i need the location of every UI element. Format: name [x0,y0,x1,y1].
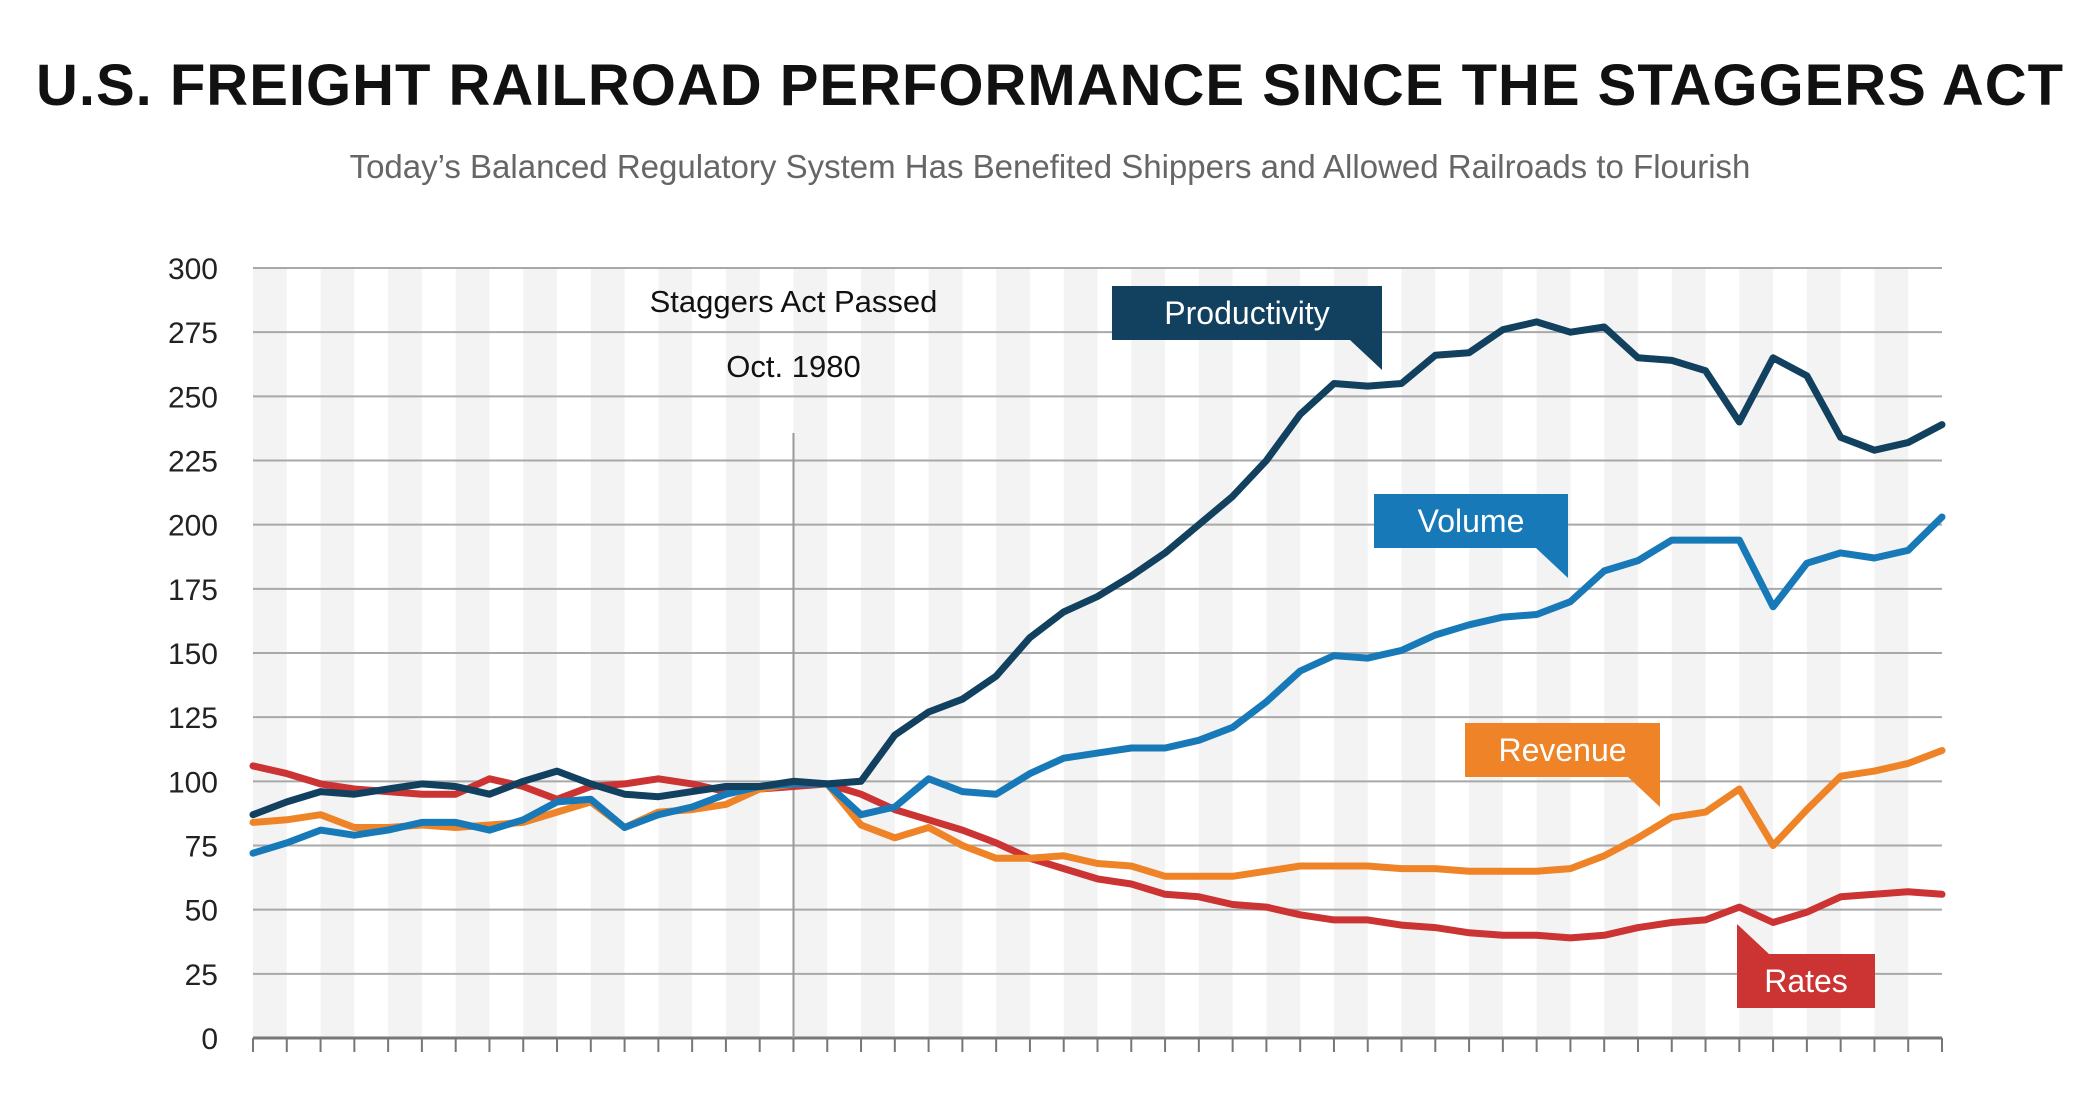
rates-line [249,762,1946,942]
chart-title: U.S. FREIGHT RAILROAD PERFORMANCE SINCE … [35,53,2065,118]
rates-callout: Rates [1737,924,1875,1008]
y-tick-label: 25 [185,959,218,992]
volume-callout-box [1374,494,1568,578]
revenue-callout-box [1465,723,1660,807]
y-tick-label: 250 [168,381,218,414]
series-lines [249,318,1946,942]
y-tick-label: 75 [185,831,218,864]
productivity-label: Productivity [1164,295,1329,331]
y-tick-label: 0 [201,1023,218,1056]
rates-label: Rates [1764,963,1848,999]
volume-callout: Volume [1374,494,1568,578]
y-tick-label: 300 [168,253,218,286]
volume-line [249,513,1946,857]
x-axis-ticks [252,1036,1943,1052]
revenue-label: Revenue [1498,732,1626,768]
y-tick-label: 50 [185,895,218,928]
staggers-act-annotation: Staggers Act Passed Oct. 1980 [650,284,938,1038]
y-tick-label: 200 [168,510,218,543]
y-tick-label: 275 [168,317,218,350]
productivity-line [249,318,1946,819]
annotation-line-1: Staggers Act Passed [650,284,938,319]
revenue-line [249,747,1946,880]
y-axis-ticks: 0 25 50 75 100 125 150 175 200 225 250 275 300 [168,253,218,1056]
chart-subtitle: Today’s Balanced Regulatory System Has B… [349,148,1751,185]
y-tick-label: 150 [168,638,218,671]
y-tick-label: 175 [168,574,218,607]
series-callouts: Productivity Volume Revenue Rates [1112,286,1875,1008]
volume-label: Volume [1418,503,1525,539]
productivity-callout-box [1112,286,1382,370]
y-tick-label: 100 [168,766,218,799]
annotation-line-2: Oct. 1980 [726,349,860,384]
y-tick-label: 125 [168,702,218,735]
rates-callout-box [1737,924,1875,1008]
revenue-callout: Revenue [1465,723,1660,807]
y-tick-label: 225 [168,446,218,479]
productivity-callout: Productivity [1112,286,1382,370]
